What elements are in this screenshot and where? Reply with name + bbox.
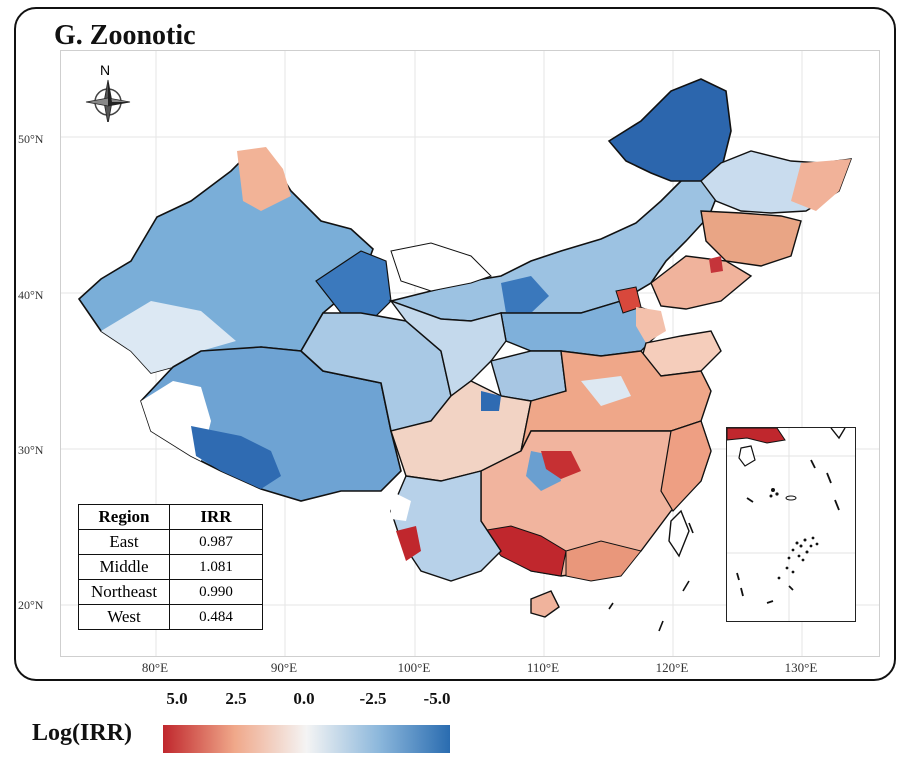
table-cell-region: West xyxy=(78,604,170,630)
table-header-region: Region xyxy=(78,504,170,530)
lon-label-80: 80°E xyxy=(141,660,169,675)
region-liaoning-hot xyxy=(709,256,723,273)
lon-label-110: 110°E xyxy=(526,660,560,675)
legend-title: Log(IRR) xyxy=(32,720,132,746)
region-jilin xyxy=(700,210,802,267)
compass-rose-icon xyxy=(85,79,131,122)
table-header-row: Region IRR xyxy=(78,504,263,530)
region-inner-mongolia-gap xyxy=(390,242,492,292)
table-cell-irr: 0.990 xyxy=(169,579,263,605)
region-hainan xyxy=(530,590,560,618)
irr-table: Region IRR East 0.987 Middle 1.081 North… xyxy=(78,504,263,630)
region-southeast-coast xyxy=(660,420,712,512)
region-heilongjiang-ne xyxy=(791,159,851,211)
region-central-light xyxy=(581,376,631,406)
table-row: East 0.987 xyxy=(78,529,263,555)
table-header-irr: IRR xyxy=(169,504,263,530)
table-cell-irr: 1.081 xyxy=(169,554,263,580)
legend-tick-0: 0.0 xyxy=(293,689,315,708)
legend-tick-2-5: 2.5 xyxy=(225,689,247,708)
region-north-china xyxy=(500,300,662,357)
region-xinjiang-south xyxy=(101,301,236,373)
lon-label-100: 100°E xyxy=(397,660,431,675)
legend-tick-neg-2-5: -2.5 xyxy=(359,689,387,708)
region-hunan-hot xyxy=(541,451,581,479)
lat-label-50: 50°N xyxy=(18,132,44,146)
table-cell-irr: 0.987 xyxy=(169,529,263,555)
lon-label-120: 120°E xyxy=(655,660,689,675)
lat-label-40: 40°N xyxy=(18,288,44,302)
map-title: G. Zoonotic xyxy=(54,20,196,51)
region-xinjiang-north xyxy=(237,147,291,211)
region-sichuan-dark xyxy=(481,391,501,411)
lat-label-30: 30°N xyxy=(18,443,44,457)
region-yunnan-white xyxy=(391,491,411,521)
table-cell-irr: 0.484 xyxy=(169,604,263,630)
table-row: West 0.484 xyxy=(78,604,263,630)
region-liaoning xyxy=(650,255,753,310)
legend-tick-5: 5.0 xyxy=(166,689,188,708)
lat-label-20: 20°N xyxy=(18,598,44,612)
south-china-sea-inset xyxy=(726,427,856,622)
region-heilongjiang xyxy=(607,78,732,182)
legend-color-bar xyxy=(163,725,450,753)
region-yunnan-hot xyxy=(396,526,421,561)
region-tibet-south xyxy=(191,426,281,489)
lon-label-130: 130°E xyxy=(784,660,818,675)
region-guangdong xyxy=(565,540,642,582)
legend-tick-neg-5: -5.0 xyxy=(423,689,451,708)
region-taiwan xyxy=(668,509,690,558)
region-beijing-tianjin xyxy=(615,286,642,314)
region-inner-mongolia-dark xyxy=(501,276,549,313)
table-cell-region: East xyxy=(78,529,170,555)
table-row: Northeast 0.990 xyxy=(78,579,263,605)
lon-label-90: 90°E xyxy=(270,660,298,675)
region-hebei xyxy=(636,307,666,343)
table-row: Middle 1.081 xyxy=(78,554,263,580)
table-cell-region: Middle xyxy=(78,554,170,580)
region-guangxi-hot xyxy=(480,525,567,577)
inset-map xyxy=(727,428,855,621)
islands xyxy=(608,522,694,632)
compass-north-label: N xyxy=(100,62,111,78)
table-cell-region: Northeast xyxy=(78,579,170,605)
